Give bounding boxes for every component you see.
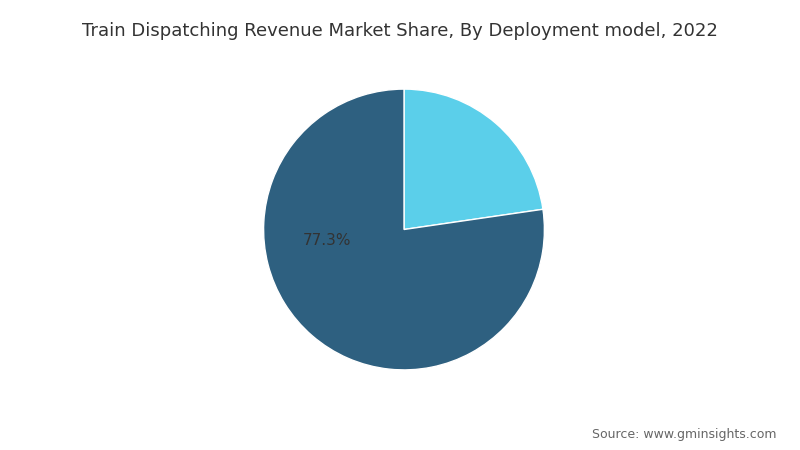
Legend: Cloud-based, on-premise: Cloud-based, on-premise	[273, 447, 535, 450]
Text: Train Dispatching Revenue Market Share, By Deployment model, 2022: Train Dispatching Revenue Market Share, …	[82, 22, 718, 40]
Wedge shape	[264, 89, 544, 370]
Text: Source: www.gminsights.com: Source: www.gminsights.com	[591, 428, 776, 441]
Text: 77.3%: 77.3%	[302, 233, 351, 248]
Wedge shape	[404, 89, 543, 230]
